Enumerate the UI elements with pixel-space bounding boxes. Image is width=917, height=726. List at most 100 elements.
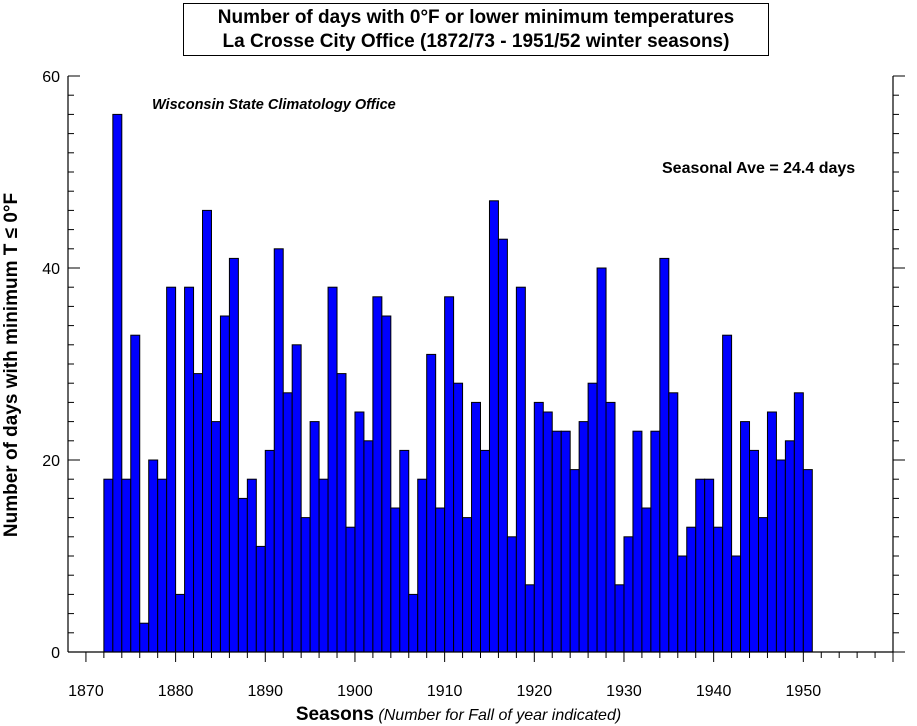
bar	[524, 584, 535, 653]
bar	[632, 430, 643, 653]
bar	[515, 286, 526, 653]
credit-text: Wisconsin State Climatology Office	[152, 97, 396, 113]
bar	[677, 555, 688, 653]
bar	[193, 373, 204, 653]
bars	[103, 113, 813, 653]
bar	[749, 449, 759, 653]
bar	[354, 411, 365, 653]
bar	[784, 440, 795, 653]
x-tick-label: 1920	[517, 683, 553, 700]
bar	[444, 296, 455, 653]
bar	[255, 545, 266, 653]
bar	[130, 334, 141, 653]
bar	[372, 296, 383, 653]
x-tick-label: 1930	[606, 683, 642, 700]
bar	[345, 526, 356, 653]
bar	[202, 209, 212, 653]
x-tick-label: 1940	[696, 683, 732, 700]
x-tick-label: 1950	[786, 683, 822, 700]
x-tick-label: 1870	[68, 683, 104, 700]
bar	[264, 449, 275, 653]
bar	[309, 421, 320, 653]
bar	[381, 315, 392, 653]
bar	[775, 459, 786, 653]
bar	[471, 401, 481, 653]
bar	[623, 536, 634, 653]
bar	[659, 257, 670, 653]
bar	[399, 449, 410, 653]
bar	[802, 469, 813, 653]
bar	[219, 315, 230, 653]
chart-title: Number of days with 0°F or lower minimum…	[217, 7, 735, 28]
bar	[713, 526, 724, 653]
seasonal-average-annotation: Seasonal Ave = 24.4 days	[662, 160, 856, 177]
axis-ticks	[68, 75, 905, 662]
bar	[506, 536, 517, 653]
bar	[560, 430, 571, 653]
bar	[148, 459, 159, 653]
bar	[300, 517, 311, 653]
bar	[596, 267, 607, 653]
bar	[157, 478, 168, 653]
bar	[551, 430, 562, 653]
bar	[336, 373, 347, 653]
bar	[435, 507, 446, 653]
bar	[237, 497, 248, 653]
chart-subtitle: La Crosse City Office (1872/73 - 1951/52…	[222, 31, 730, 52]
x-axis-label: Seasons (Number for Fall of year indicat…	[0, 704, 917, 726]
x-tick-label: 1880	[158, 683, 194, 700]
bar	[497, 238, 508, 653]
bar	[578, 421, 589, 653]
bar	[210, 421, 221, 653]
tick-labels: 0 20 40 60 1870 1880 1890 1900 1910 1920 1930 1940 1…	[42, 69, 821, 700]
bar	[793, 392, 804, 653]
bar	[121, 478, 132, 653]
bar	[757, 517, 768, 653]
chart-title-box: Number of days with 0°F or lower minimum…	[183, 3, 769, 56]
bar	[175, 593, 186, 653]
x-tick-label: 1900	[337, 683, 373, 700]
bar	[408, 593, 419, 653]
bar	[695, 478, 706, 653]
bar	[650, 430, 661, 653]
y-tick-label: 60	[42, 69, 60, 86]
bar	[273, 248, 284, 653]
x-tick-label: 1910	[427, 683, 463, 700]
bar	[417, 478, 428, 653]
bar	[291, 344, 302, 653]
y-axis-label: Number of days with minimum T ≤ 0°F	[1, 192, 22, 538]
bar	[488, 200, 499, 653]
bar	[184, 286, 195, 653]
bar	[569, 469, 580, 653]
bar	[453, 382, 464, 653]
x-tick-label: 1890	[247, 683, 283, 700]
bar	[318, 478, 329, 653]
bar	[686, 526, 697, 653]
bar	[641, 507, 652, 653]
bar	[390, 507, 401, 653]
bar	[282, 392, 293, 653]
y-tick-label: 20	[42, 453, 60, 470]
bar	[480, 449, 490, 653]
bar	[327, 286, 338, 653]
bar	[166, 286, 177, 653]
bar	[103, 478, 114, 653]
bar	[426, 353, 437, 653]
bar	[731, 555, 742, 653]
bar	[614, 584, 625, 653]
x-axis-title: Seasons	[295, 704, 374, 725]
bar	[587, 382, 598, 653]
bar	[363, 440, 374, 653]
y-tick-label: 40	[42, 261, 60, 278]
bar	[112, 113, 123, 653]
bar	[462, 517, 473, 653]
bar	[766, 411, 777, 653]
bar	[533, 401, 544, 653]
bar	[246, 478, 257, 653]
bar	[740, 421, 751, 653]
bar	[228, 257, 239, 653]
bar	[542, 411, 553, 653]
bar	[668, 392, 679, 653]
x-axis-note: (Number for Fall of year indicated)	[378, 707, 622, 724]
